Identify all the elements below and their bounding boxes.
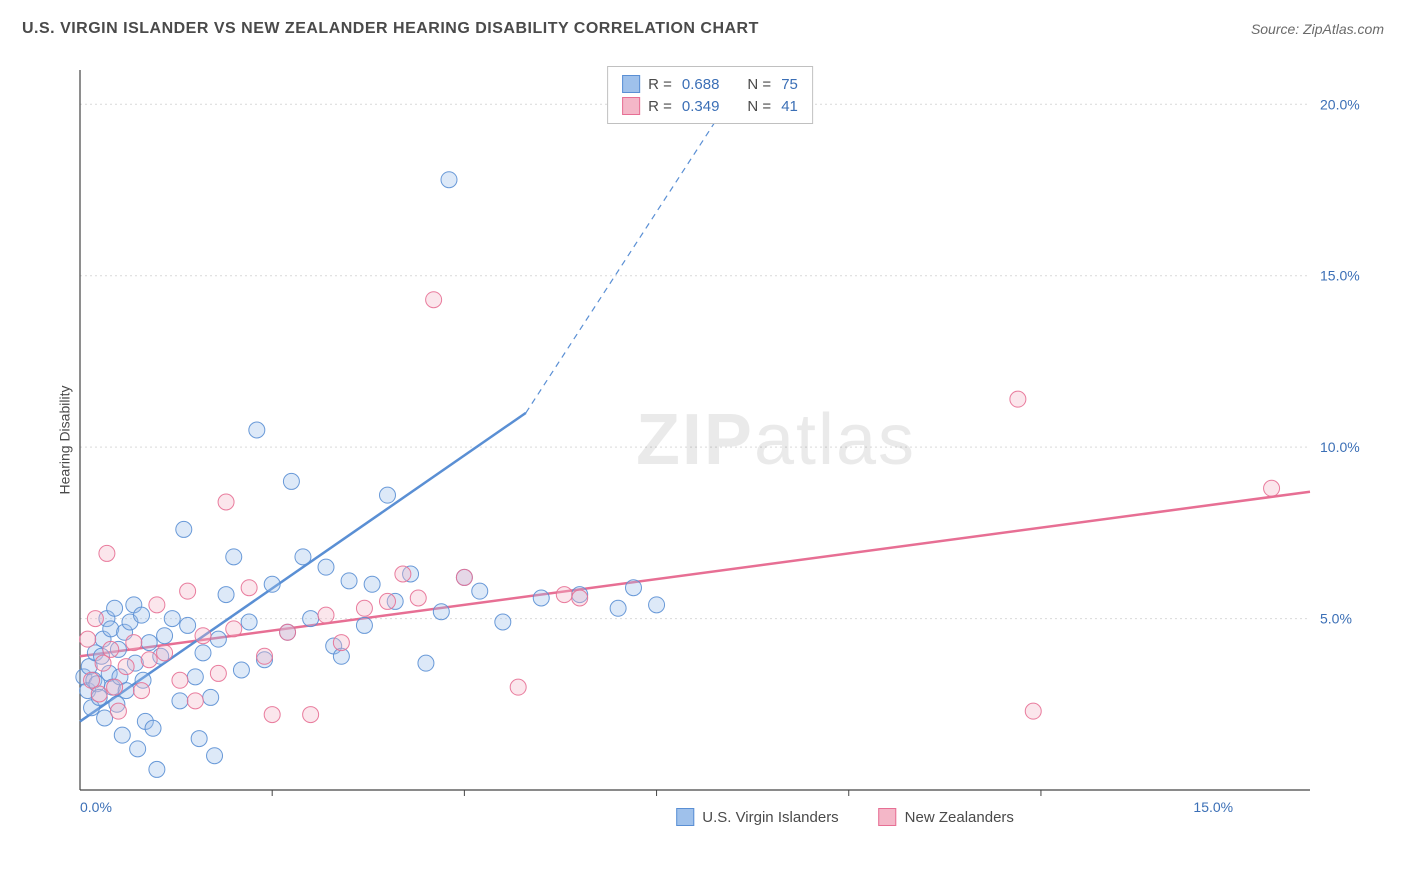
svg-text:15.0%: 15.0%	[1193, 799, 1233, 815]
swatch-icon	[676, 808, 694, 826]
stat-label-n: N =	[747, 98, 771, 115]
svg-text:0.0%: 0.0%	[80, 799, 112, 815]
plot-area: Hearing Disability 5.0%10.0%15.0%20.0%0.…	[50, 60, 1370, 820]
legend-label-0: U.S. Virgin Islanders	[702, 809, 838, 826]
legend-label-1: New Zealanders	[905, 809, 1014, 826]
stat-label-n: N =	[747, 76, 771, 93]
stat-value-r-0: 0.688	[682, 76, 720, 93]
svg-text:15.0%: 15.0%	[1320, 268, 1360, 284]
svg-text:5.0%: 5.0%	[1320, 611, 1352, 627]
scatter-svg: 5.0% 10.0% 15.0% 20.0% 0.0% 15.0%	[50, 60, 1370, 820]
svg-text:20.0%: 20.0%	[1320, 96, 1360, 112]
chart-title: U.S. VIRGIN ISLANDER VS NEW ZEALANDER HE…	[22, 20, 759, 38]
stats-row-0: R = 0.688 N = 75	[622, 73, 798, 95]
svg-text:10.0%: 10.0%	[1320, 439, 1360, 455]
legend-item-0: U.S. Virgin Islanders	[676, 808, 838, 826]
header: U.S. VIRGIN ISLANDER VS NEW ZEALANDER HE…	[22, 20, 1384, 38]
stat-label-r: R =	[648, 98, 672, 115]
swatch-icon	[879, 808, 897, 826]
legend-item-1: New Zealanders	[879, 808, 1014, 826]
stat-value-r-1: 0.349	[682, 98, 720, 115]
stats-row-1: R = 0.349 N = 41	[622, 95, 798, 117]
stat-label-r: R =	[648, 76, 672, 93]
swatch-icon	[622, 97, 640, 115]
source-label: Source: ZipAtlas.com	[1251, 21, 1384, 37]
series-legend: U.S. Virgin Islanders New Zealanders	[676, 808, 1014, 826]
stat-value-n-1: 41	[781, 98, 798, 115]
swatch-icon	[622, 75, 640, 93]
stat-value-n-0: 75	[781, 76, 798, 93]
stats-legend: R = 0.688 N = 75 R = 0.349 N = 41	[607, 66, 813, 124]
